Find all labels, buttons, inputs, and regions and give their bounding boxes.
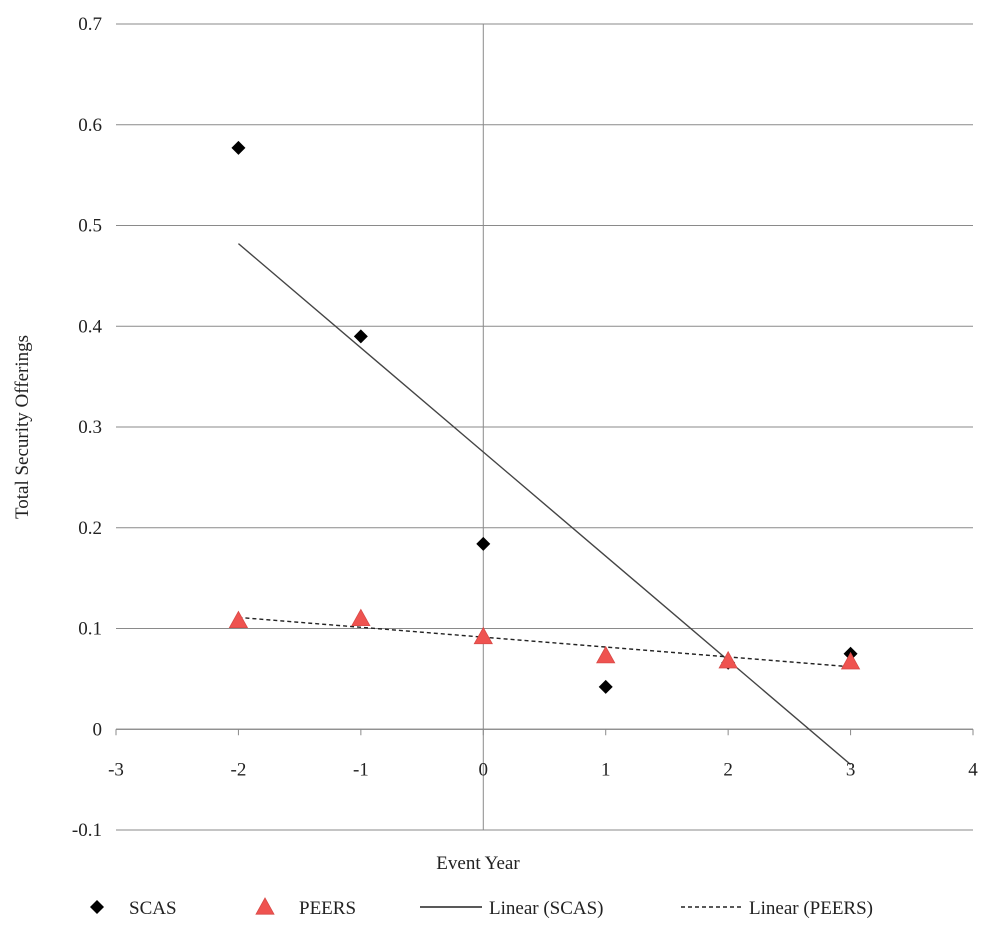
- x-tick-label: 3: [846, 759, 856, 780]
- y-tick-label: 0.3: [78, 417, 102, 438]
- trendlines: [237, 243, 852, 766]
- y-tick-label: 0.6: [78, 115, 102, 136]
- x-tick-label: 2: [723, 759, 733, 780]
- scas-point: [353, 329, 368, 344]
- peers-point: [228, 610, 249, 629]
- x-tick-label: -2: [231, 759, 247, 780]
- peers-point: [351, 608, 371, 627]
- x-tick-label: -3: [108, 759, 124, 780]
- legend-scas-marker: [90, 900, 104, 914]
- tick-labels: -0.1 0 0.1 0.2 0.3 0.4 0.5 0.6 0.7 -3 -2 -1 0 1 2 3 4: [72, 14, 978, 841]
- y-tick-label: 0.7: [78, 14, 102, 35]
- legend-scas-label: SCAS: [129, 898, 177, 919]
- legend: SCAS PEERS Linear (SCAS) Linear (PEERS): [90, 897, 873, 919]
- axes: [115, 24, 974, 830]
- y-axis-title: Total Security Offerings: [12, 335, 33, 519]
- scas-point: [231, 140, 246, 155]
- legend-linear-scas-label: Linear (SCAS): [489, 898, 604, 919]
- trendline-peers: [238, 616, 851, 668]
- legend-linear-peers-label: Linear (PEERS): [749, 898, 873, 919]
- scas-point: [476, 536, 491, 551]
- trendline-scas: [237, 243, 852, 766]
- legend-peers-marker: [255, 897, 275, 915]
- y-tick-label: -0.1: [72, 820, 102, 841]
- y-tick-label: 0.5: [78, 216, 102, 237]
- y-tick-label: 0.4: [78, 316, 102, 337]
- peers-point: [718, 650, 738, 669]
- x-tick-label: 1: [601, 759, 611, 780]
- x-tick-label: 4: [968, 759, 978, 780]
- y-tick-label: 0: [93, 719, 103, 740]
- peers-point: [596, 645, 616, 664]
- legend-peers-label: PEERS: [299, 898, 356, 919]
- grid-lines: [116, 23, 973, 831]
- y-tick-label: 0.1: [78, 619, 102, 640]
- x-tick-label: -1: [353, 759, 369, 780]
- x-axis-title: Event Year: [436, 853, 520, 874]
- x-tick-label: 0: [479, 759, 489, 780]
- data-points: [228, 140, 861, 694]
- peers-point: [473, 626, 493, 645]
- scas-point: [598, 679, 613, 694]
- y-tick-label: 0.2: [78, 518, 102, 539]
- peers-point: [840, 651, 861, 670]
